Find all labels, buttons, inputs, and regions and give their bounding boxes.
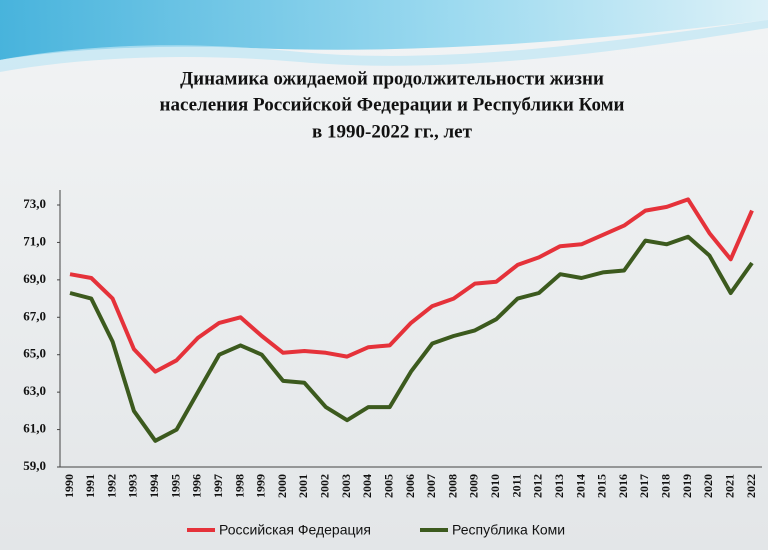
y-tick-label: 69,0 [23, 271, 46, 286]
x-tick-label: 2021 [722, 474, 736, 498]
x-tick-label: 2006 [403, 474, 417, 498]
x-tick-label: 1999 [254, 474, 268, 498]
x-tick-label: 2000 [275, 474, 289, 498]
x-tick-label: 2020 [701, 474, 715, 498]
legend-label: Республика Коми [452, 522, 565, 538]
x-tick-label: 2002 [318, 474, 332, 498]
x-tick-label: 1994 [147, 474, 161, 498]
x-tick-label: 1997 [211, 474, 225, 498]
x-tick-label: 2012 [531, 474, 545, 498]
x-tick-label: 1990 [62, 474, 76, 498]
x-tick-label: 1992 [104, 474, 118, 498]
x-tick-label: 2010 [488, 474, 502, 498]
x-tick-label: 1995 [168, 474, 182, 498]
x-tick-label: 2007 [424, 474, 438, 498]
header-wave [0, 0, 768, 60]
x-tick-label: 2022 [744, 474, 758, 498]
x-tick-label: 2019 [680, 474, 694, 498]
x-tick-label: 2005 [381, 474, 395, 498]
x-tick-label: 1991 [83, 474, 97, 498]
x-tick-label: 2017 [637, 474, 651, 498]
x-tick-label: 2004 [360, 474, 374, 498]
y-tick-label: 65,0 [23, 346, 46, 361]
x-tick-label: 1996 [190, 474, 204, 498]
y-tick-label: 59,0 [23, 458, 46, 473]
y-tick-label: 61,0 [23, 421, 46, 436]
x-tick-label: 1998 [232, 474, 246, 498]
legend-label: Российская Федерация [219, 522, 371, 538]
chart-title: Динамика ожидаемой продолжительности жиз… [180, 68, 604, 89]
x-tick-label: 2011 [509, 474, 523, 497]
y-tick-label: 67,0 [23, 308, 46, 323]
x-tick-label: 2008 [445, 474, 459, 498]
x-tick-label: 2013 [552, 474, 566, 498]
x-tick-label: 2014 [573, 474, 587, 498]
x-tick-label: 2003 [339, 474, 353, 498]
x-tick-label: 2015 [595, 474, 609, 498]
x-tick-label: 2018 [659, 474, 673, 498]
x-tick-label: 2001 [296, 474, 310, 498]
y-tick-label: 73,0 [23, 196, 46, 211]
y-tick-label: 71,0 [23, 233, 46, 248]
x-tick-label: 2009 [467, 474, 481, 498]
series-line [69, 234, 754, 443]
chart-title: населения Российской Федерации и Республ… [160, 94, 625, 115]
x-tick-label: 2016 [616, 474, 630, 498]
chart-title: в 1990-2022 гг., лет [312, 121, 473, 142]
x-tick-label: 1993 [126, 474, 140, 498]
header-wave-light [0, 20, 768, 72]
series-line [69, 197, 754, 374]
y-tick-label: 63,0 [23, 383, 46, 398]
